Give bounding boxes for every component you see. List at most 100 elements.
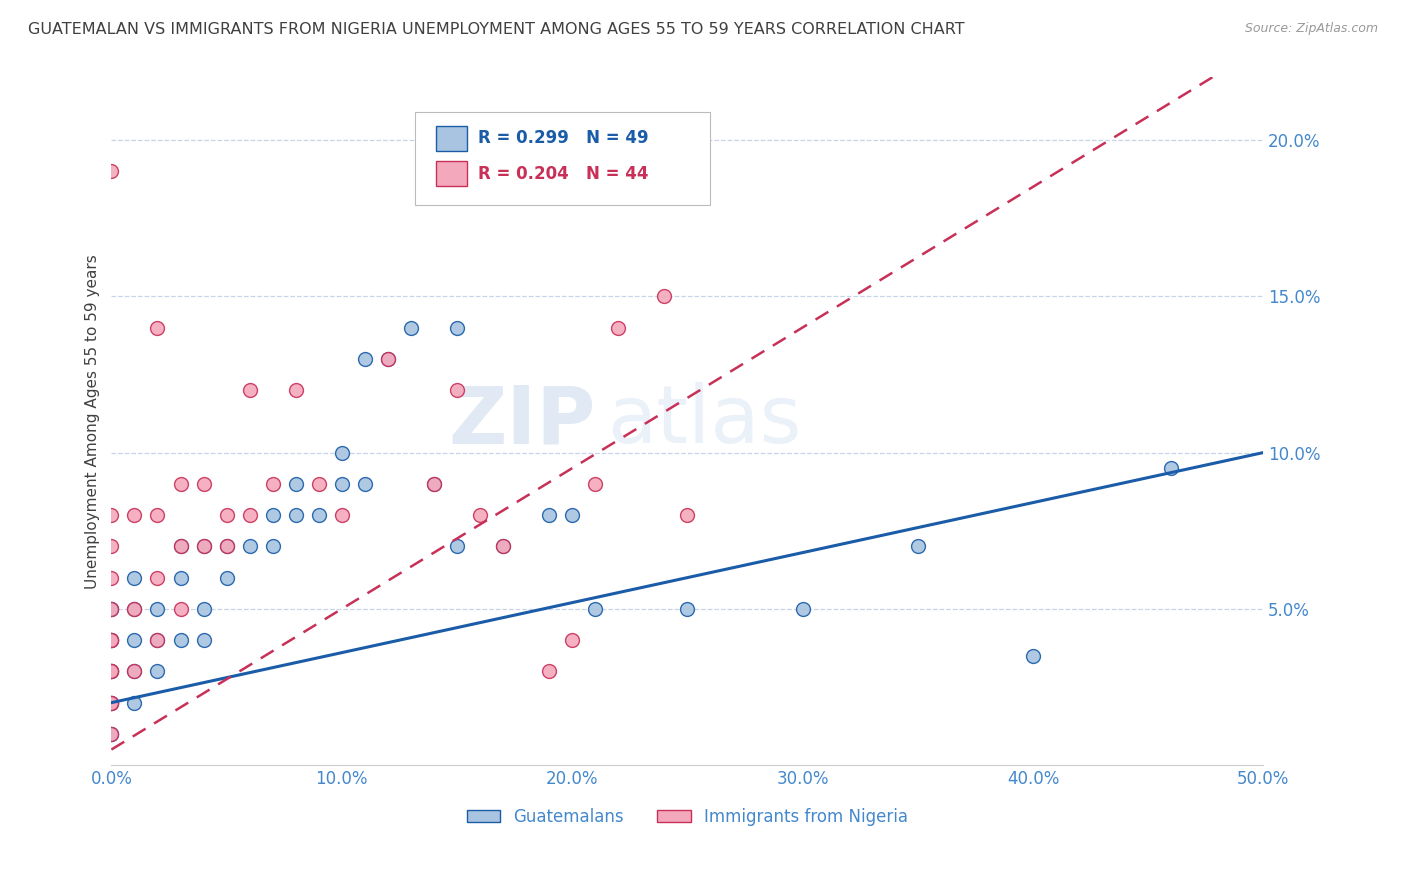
Point [515, 133, 537, 147]
Point [239, 508, 262, 522]
Point [100, 571, 122, 585]
Point [377, 351, 399, 366]
Point [100, 633, 122, 648]
Point [146, 602, 169, 616]
Point [907, 540, 929, 554]
Point [446, 540, 468, 554]
Point [239, 383, 262, 397]
Point [423, 476, 446, 491]
Point [215, 540, 238, 554]
Text: Source: ZipAtlas.com: Source: ZipAtlas.com [1244, 22, 1378, 36]
Point [215, 540, 238, 554]
Point [100, 633, 122, 648]
Point [676, 508, 699, 522]
Point [193, 633, 215, 648]
Point [262, 508, 284, 522]
Text: ZIP: ZIP [449, 383, 595, 460]
Point [583, 602, 606, 616]
Point [124, 602, 146, 616]
Legend: Guatemalans, Immigrants from Nigeria: Guatemalans, Immigrants from Nigeria [460, 801, 915, 832]
Point [538, 508, 561, 522]
Text: R = 0.204   N = 44: R = 0.204 N = 44 [478, 165, 648, 183]
Point [100, 164, 122, 178]
Point [124, 665, 146, 679]
Point [330, 476, 353, 491]
Point [100, 696, 122, 710]
Point [239, 540, 262, 554]
Y-axis label: Unemployment Among Ages 55 to 59 years: Unemployment Among Ages 55 to 59 years [86, 254, 100, 589]
Text: R = 0.299   N = 49: R = 0.299 N = 49 [478, 129, 648, 147]
Point [399, 320, 422, 334]
Point [100, 540, 122, 554]
Point [100, 727, 122, 741]
Point [353, 351, 375, 366]
Point [1160, 461, 1182, 475]
Point [100, 727, 122, 741]
Point [284, 383, 307, 397]
Point [100, 696, 122, 710]
Point [561, 633, 583, 648]
Point [169, 602, 191, 616]
Point [262, 540, 284, 554]
Point [215, 508, 238, 522]
Point [193, 540, 215, 554]
Point [100, 602, 122, 616]
Point [330, 445, 353, 459]
Point [492, 540, 515, 554]
Point [538, 665, 561, 679]
Point [169, 633, 191, 648]
Point [146, 633, 169, 648]
Point [607, 320, 630, 334]
Point [792, 602, 814, 616]
Point [446, 383, 468, 397]
Point [377, 351, 399, 366]
Point [308, 476, 330, 491]
Point [100, 665, 122, 679]
Point [124, 571, 146, 585]
Point [169, 571, 191, 585]
Point [146, 508, 169, 522]
Point [100, 696, 122, 710]
Text: atlas: atlas [607, 383, 801, 460]
Point [124, 633, 146, 648]
Point [561, 508, 583, 522]
Point [169, 540, 191, 554]
Point [193, 602, 215, 616]
Point [468, 508, 491, 522]
Point [100, 696, 122, 710]
Point [100, 727, 122, 741]
Point [1022, 648, 1045, 663]
Point [446, 320, 468, 334]
Point [193, 476, 215, 491]
Point [100, 508, 122, 522]
Point [193, 540, 215, 554]
Point [262, 476, 284, 491]
Point [100, 665, 122, 679]
Point [308, 508, 330, 522]
Point [215, 571, 238, 585]
Point [124, 696, 146, 710]
Point [169, 540, 191, 554]
Point [146, 320, 169, 334]
Point [330, 508, 353, 522]
Point [100, 665, 122, 679]
Point [146, 571, 169, 585]
Point [124, 665, 146, 679]
Point [654, 289, 676, 303]
Point [423, 476, 446, 491]
Point [284, 476, 307, 491]
Point [146, 633, 169, 648]
Point [100, 633, 122, 648]
Point [146, 665, 169, 679]
Point [100, 602, 122, 616]
Point [353, 476, 375, 491]
Text: GUATEMALAN VS IMMIGRANTS FROM NIGERIA UNEMPLOYMENT AMONG AGES 55 TO 59 YEARS COR: GUATEMALAN VS IMMIGRANTS FROM NIGERIA UN… [28, 22, 965, 37]
Point [124, 602, 146, 616]
Point [583, 476, 606, 491]
Point [492, 540, 515, 554]
Point [284, 508, 307, 522]
Point [100, 665, 122, 679]
Point [676, 602, 699, 616]
Point [124, 508, 146, 522]
Point [100, 633, 122, 648]
